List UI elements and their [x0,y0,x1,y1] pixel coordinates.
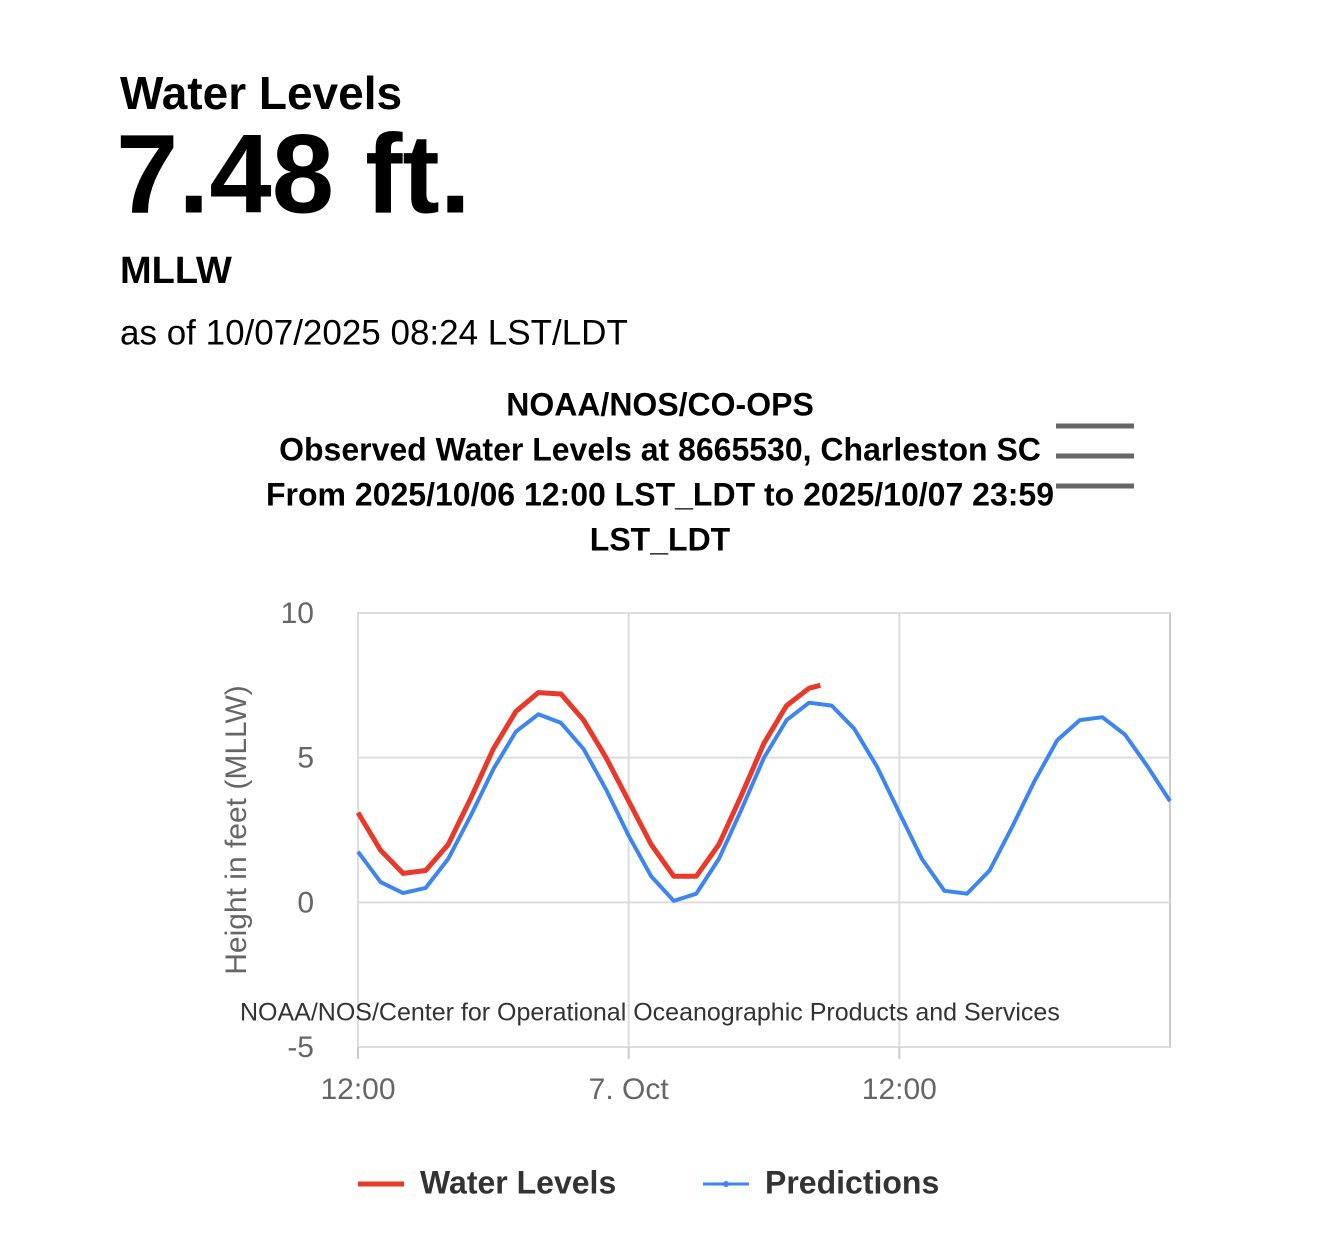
chart-title: Observed Water Levels at 8665530, Charle… [279,431,1041,467]
legend-marker [723,1181,729,1187]
legend-item[interactable]: Water Levels [358,1164,616,1200]
y-tick-label: 10 [281,597,314,630]
y-tick-label: -5 [287,1031,314,1064]
series-line [355,682,822,879]
legend-label: Predictions [765,1164,939,1200]
legend-item[interactable]: Predictions [703,1164,939,1200]
header-label: Water Levels [120,67,402,119]
legend-label: Water Levels [420,1164,616,1200]
header-timestamp: as of 10/07/2025 08:24 LST/LDT [120,313,628,352]
y-tick-label: 5 [297,742,314,775]
chart-title: NOAA/NOS/CO-OPS [506,386,814,422]
y-axis-label: Height in feet (MLLW) [220,685,253,975]
chart-title: From 2025/10/06 12:00 LST_LDT to 2025/10… [266,476,1054,512]
chart-title: LST_LDT [590,521,731,557]
y-tick-label: 0 [297,886,314,919]
menu-button[interactable] [1056,423,1134,489]
credits: NOAA/NOS/Center for Operational Oceanogr… [240,999,1060,1027]
series-line [356,700,1172,903]
x-tick-label: 12:00 [320,1073,395,1106]
header-value: 7.48 ft. [116,112,471,237]
plot-frame [357,612,1171,1048]
x-tick-label: 7. Oct [589,1073,670,1106]
x-tick-label: 12:00 [862,1073,937,1106]
header-datum: MLLW [120,250,232,292]
